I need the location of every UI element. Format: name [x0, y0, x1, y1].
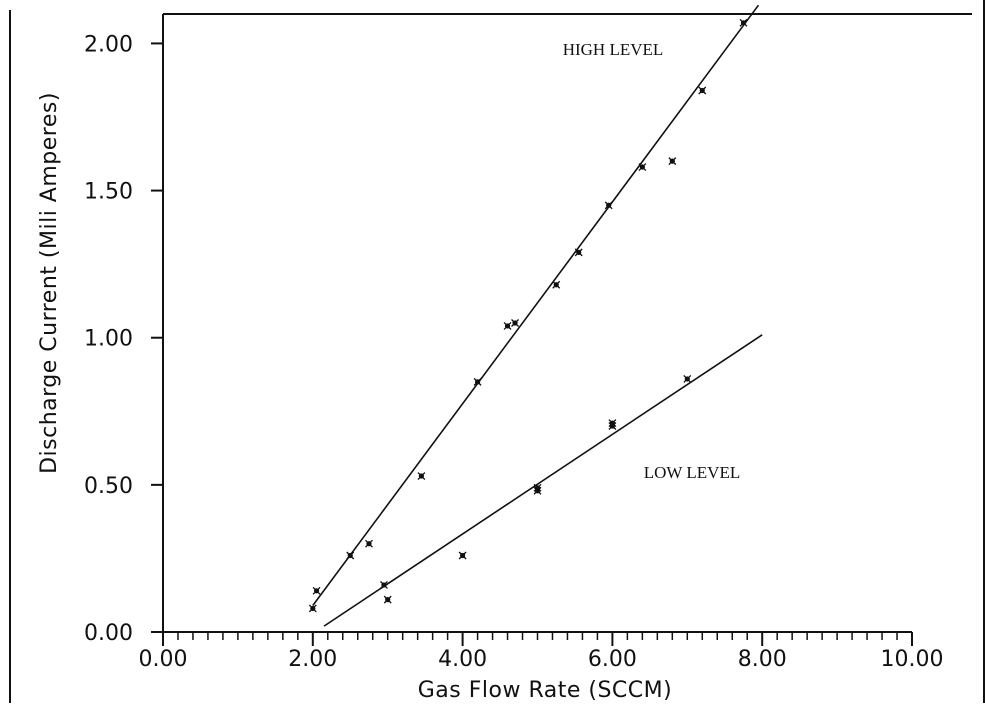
marker-stroke	[533, 483, 542, 492]
data-point-low-level	[458, 551, 467, 560]
marker-stroke	[383, 595, 392, 604]
marker-stroke	[473, 377, 482, 386]
data-point-high-level	[604, 201, 613, 210]
x-tick-label: 6.00	[588, 647, 637, 672]
fit-lines	[312, 4, 763, 627]
x-tick-label: 2.00	[288, 647, 337, 672]
marker-stroke	[668, 157, 677, 166]
marker-stroke	[365, 539, 373, 548]
fit-line-high-level	[312, 4, 760, 606]
y-tick-label: 1.00	[84, 327, 133, 352]
plot-frame	[9, 0, 985, 703]
x-axis-title: Gas Flow Rate (SCCM)	[418, 678, 672, 703]
marker-stroke	[604, 201, 613, 210]
marker-stroke	[608, 419, 617, 428]
x-tick-label: 0.00	[139, 647, 188, 672]
data-point-high-level	[574, 248, 583, 257]
marker-stroke	[503, 321, 512, 330]
data-point-low-level	[533, 483, 542, 492]
data-point-high-level	[473, 377, 482, 386]
series-label-low-level: LOW LEVEL	[644, 463, 740, 482]
series-label-high-level: HIGH LEVEL	[563, 40, 664, 59]
data-point-low-level	[683, 374, 692, 383]
data-point-high-level	[308, 604, 317, 613]
data-point-high-level	[312, 586, 321, 595]
marker-stroke	[552, 280, 561, 289]
data-point-low-level	[608, 419, 617, 428]
y-axis-title: Discharge Current (Mili Amperes)	[37, 92, 62, 474]
data-points	[308, 18, 748, 613]
x-tick-label: 10.00	[881, 647, 944, 672]
y-tick-label: 0.50	[84, 474, 133, 499]
marker-stroke	[683, 374, 692, 383]
marker-stroke	[312, 586, 321, 595]
data-point-high-level	[503, 321, 512, 330]
data-point-high-level	[698, 86, 707, 95]
data-point-high-level	[552, 280, 561, 289]
marker-stroke	[346, 551, 355, 560]
x-tick-label: 4.00	[438, 647, 487, 672]
data-point-high-level	[638, 163, 647, 171]
data-point-high-level	[365, 539, 373, 548]
marker-stroke	[698, 86, 707, 95]
marker-stroke	[458, 551, 467, 560]
data-point-low-level	[383, 595, 392, 604]
data-point-high-level	[739, 18, 748, 27]
marker-stroke	[739, 18, 748, 27]
marker-stroke	[308, 604, 317, 613]
data-point-high-level	[346, 551, 355, 560]
data-point-low-level	[379, 580, 388, 589]
data-point-high-level	[511, 319, 519, 327]
marker-stroke	[574, 248, 583, 257]
marker-stroke	[379, 580, 388, 589]
labels: Gas Flow Rate (SCCM) Discharge Current (…	[37, 40, 740, 703]
y-tick-label: 2.00	[84, 32, 133, 57]
fit-line-low-level	[323, 334, 763, 627]
y-tick-label: 1.50	[84, 180, 133, 205]
data-point-high-level	[668, 157, 677, 166]
data-point-high-level	[417, 472, 426, 480]
marker-stroke	[511, 319, 519, 327]
marker-stroke	[638, 163, 647, 171]
x-tick-label: 8.00	[738, 647, 787, 672]
axis-ticks: 0.00 2.00 4.00 6.00 8.00 10.00 0.00 0.50 1.00 1.5…	[84, 32, 943, 672]
marker-stroke	[417, 472, 426, 480]
y-tick-label: 0.00	[84, 621, 133, 646]
